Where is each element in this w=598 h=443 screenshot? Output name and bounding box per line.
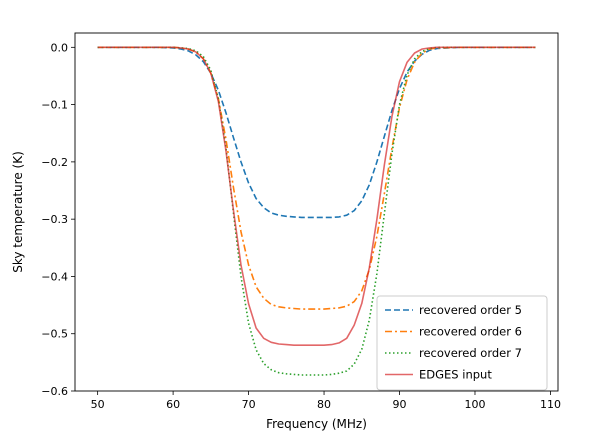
y-tick-label: −0.6: [41, 385, 68, 398]
x-tick-label: 80: [317, 398, 331, 411]
series-layer: [97, 46, 536, 376]
y-tick-label: −0.3: [41, 213, 68, 226]
y-tick-label: −0.4: [41, 270, 68, 283]
y-tick-label: −0.2: [41, 156, 68, 169]
legend: recovered order 5 recovered order 6 recove…: [376, 295, 548, 391]
plot-area-frame: [74, 32, 559, 392]
x-axis-ticks: 50 60 70 80 90 100 110: [91, 391, 561, 411]
legend-label: recovered order 6: [419, 325, 522, 339]
x-tick-label: 60: [166, 398, 180, 411]
legend-label: recovered order 7: [419, 346, 522, 360]
legend-label: EDGES input: [419, 368, 492, 382]
legend-label: recovered order 5: [419, 303, 522, 317]
x-tick-label: 100: [464, 398, 485, 411]
y-tick-label: −0.1: [41, 99, 68, 112]
y-tick-label: 0.0: [51, 41, 69, 54]
series-line-3: [97, 46, 536, 376]
legend-box: [376, 295, 548, 391]
y-tick-label: −0.5: [41, 328, 68, 341]
x-tick-label: 110: [540, 398, 561, 411]
x-tick-label: 70: [242, 398, 256, 411]
x-tick-label: 90: [393, 398, 407, 411]
y-axis-ticks: 0.0 −0.1 −0.2 −0.3 −0.4 −0.5 −0.6: [41, 41, 75, 398]
series-line-4: [97, 46, 536, 347]
x-axis-label: Frequency (MHz): [266, 417, 367, 431]
x-tick-label: 50: [91, 398, 105, 411]
y-axis-label: Sky temperature (K): [11, 151, 25, 273]
